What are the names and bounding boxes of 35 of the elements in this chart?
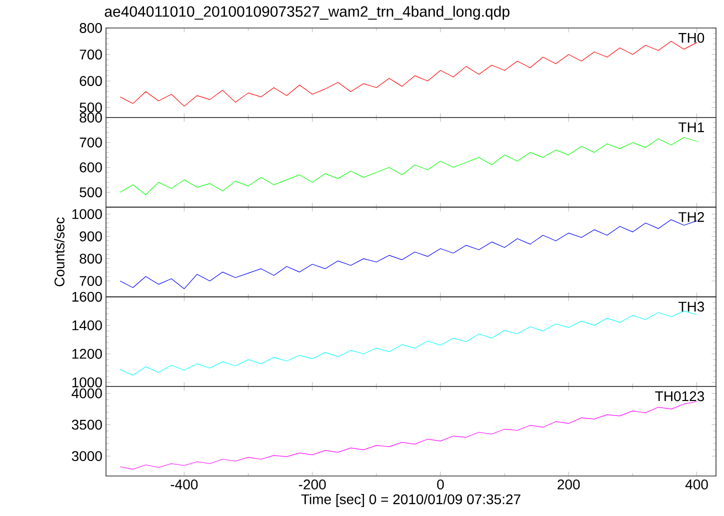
line-series <box>120 401 698 470</box>
series-label: TH1 <box>678 122 704 132</box>
x-tick-label: 400 <box>685 480 708 490</box>
line-series <box>120 310 698 376</box>
x-tick-label: 200 <box>558 480 580 490</box>
y-tick-label: 800 <box>80 254 102 264</box>
x-tick-label: -400 <box>170 480 198 490</box>
series-label: TH2 <box>678 212 704 222</box>
y-tick-label: 700 <box>80 276 102 286</box>
y-tick-label: 900 <box>80 231 102 242</box>
y-tick-label: 4000 <box>72 388 102 398</box>
y-tick-label: 1000 <box>72 377 102 388</box>
y-tick-label: 600 <box>80 162 102 172</box>
y-tick-label: 700 <box>80 138 102 148</box>
y-tick-label: 700 <box>80 50 102 60</box>
series-label: TH3 <box>678 302 704 312</box>
y-tick-label: 500 <box>80 102 102 112</box>
y-tick-label: 3000 <box>72 451 102 462</box>
series-label: TH0123 <box>655 391 704 402</box>
y-tick-label: 1200 <box>72 348 102 359</box>
series-label: TH0 <box>678 32 704 43</box>
y-axis-title: Counts/sec <box>54 217 64 286</box>
line-series <box>120 137 698 196</box>
y-tick-label: 1600 <box>72 292 102 302</box>
y-tick-label: 1400 <box>72 320 102 330</box>
y-tick-label: 500 <box>80 187 102 198</box>
y-tick-label: 3500 <box>72 420 102 430</box>
x-tick-label: -200 <box>298 480 326 490</box>
y-tick-label: 1000 <box>72 209 102 220</box>
y-tick-label: 600 <box>80 76 102 86</box>
chart-title: ae404011010_20100109073527_wam2_trn_4band_long.qdp <box>104 6 510 20</box>
y-tick-label: 800 <box>80 23 102 33</box>
x-tick-label: 0 <box>437 480 444 490</box>
x-axis-title: Time [sec] 0 = 2010/01/09 07:35:27 <box>301 494 520 508</box>
y-tick-label: 800 <box>80 112 102 123</box>
